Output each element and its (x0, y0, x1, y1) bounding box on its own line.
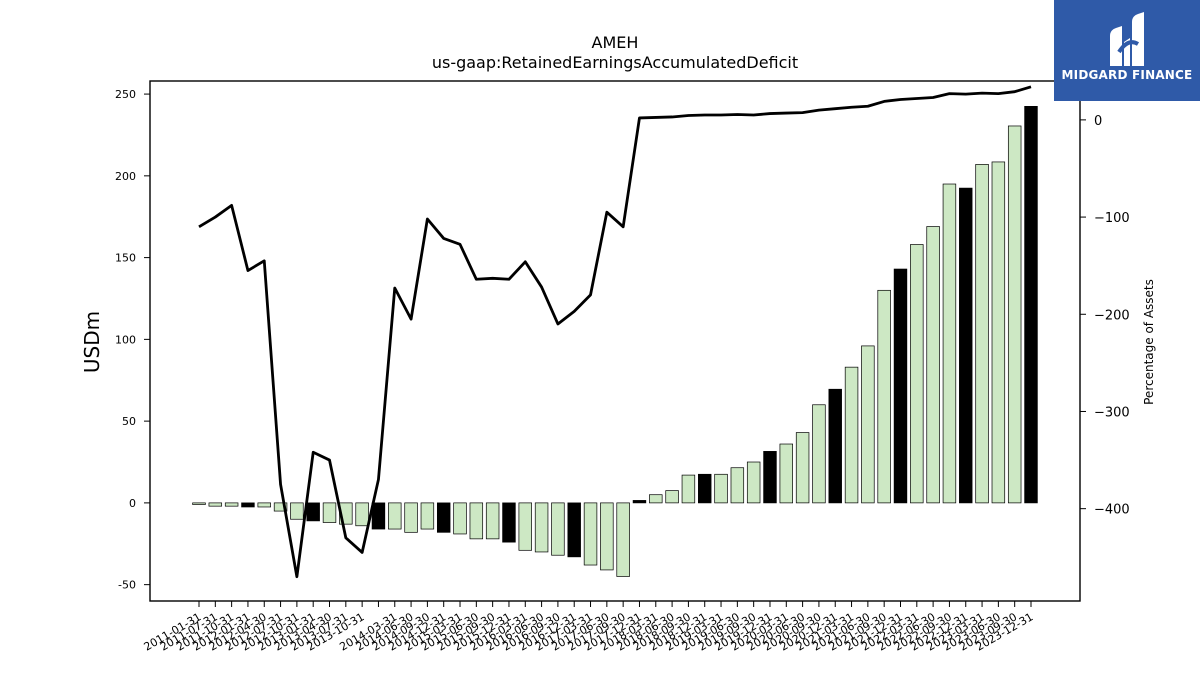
y2-axis-label: Percentage of Assets (1142, 279, 1156, 405)
bar (420, 502, 435, 530)
plot-frame (149, 80, 1081, 602)
bar (926, 226, 940, 504)
brand-name: MIDGARD FINANCE (1061, 68, 1193, 82)
bar (779, 443, 793, 504)
y-tick-label: 250 (115, 88, 136, 101)
bar (567, 502, 581, 558)
midgard-logo-icon (1110, 12, 1144, 66)
chart-subtitle: us-gaap:RetainedEarningsAccumulatedDefic… (432, 53, 798, 72)
brand-logo: MIDGARD FINANCE (1054, 0, 1200, 101)
bar (502, 502, 516, 543)
bar (306, 502, 320, 522)
bar (518, 502, 532, 551)
bar (844, 366, 859, 504)
bar (910, 244, 924, 504)
bar (698, 473, 712, 504)
y-axis-label: USDm (80, 311, 104, 373)
line-series (198, 85, 1032, 579)
bar (583, 502, 598, 566)
y2-tick-label: −300 (1094, 405, 1130, 420)
bar (877, 289, 891, 504)
bar (241, 502, 255, 508)
bar (763, 451, 777, 504)
bar (453, 502, 467, 535)
y-tick-label: 150 (115, 252, 136, 265)
bar (746, 461, 761, 504)
bar (616, 502, 630, 577)
bar (714, 473, 728, 504)
bar (632, 500, 647, 504)
bar (485, 502, 500, 540)
y-tick-label: 50 (122, 415, 136, 428)
percentage-line (198, 85, 1032, 579)
bar (192, 502, 206, 505)
bar (257, 502, 271, 508)
bar (861, 345, 875, 504)
y2-tick-label: 0 (1094, 114, 1102, 129)
axes: -50050100150200250−400−300−200−10002011-… (115, 88, 1130, 653)
y-tick-label: 100 (115, 333, 136, 346)
bar (649, 494, 663, 504)
bar (404, 502, 418, 533)
bar (355, 502, 369, 527)
bar (322, 502, 337, 523)
bar (1024, 105, 1038, 504)
bar (371, 502, 386, 530)
bar (959, 187, 973, 504)
bar (600, 502, 614, 571)
bar (942, 183, 957, 504)
y-tick-label: 200 (115, 170, 136, 183)
bar (828, 388, 842, 504)
bar (812, 404, 826, 504)
bar (469, 502, 484, 540)
bar (975, 164, 989, 504)
bar (208, 502, 223, 507)
bar (893, 268, 908, 504)
bar (665, 490, 679, 504)
bar (730, 467, 745, 504)
y-tick-label: -50 (118, 579, 136, 592)
y2-tick-label: −400 (1094, 503, 1130, 518)
bar (551, 502, 565, 556)
bar (681, 474, 696, 504)
bar (224, 502, 239, 507)
bar-series (192, 105, 1038, 577)
bar (1007, 125, 1022, 504)
bar (388, 502, 402, 530)
y-tick-label: 0 (129, 497, 136, 510)
bar (436, 502, 451, 533)
bar (273, 502, 288, 512)
y2-tick-label: −200 (1094, 308, 1130, 323)
chart-title: AMEH (592, 33, 639, 52)
bar (290, 502, 304, 520)
y2-tick-label: −100 (1094, 211, 1130, 226)
bar (991, 161, 1006, 504)
bar (795, 432, 810, 504)
bar (534, 502, 549, 553)
